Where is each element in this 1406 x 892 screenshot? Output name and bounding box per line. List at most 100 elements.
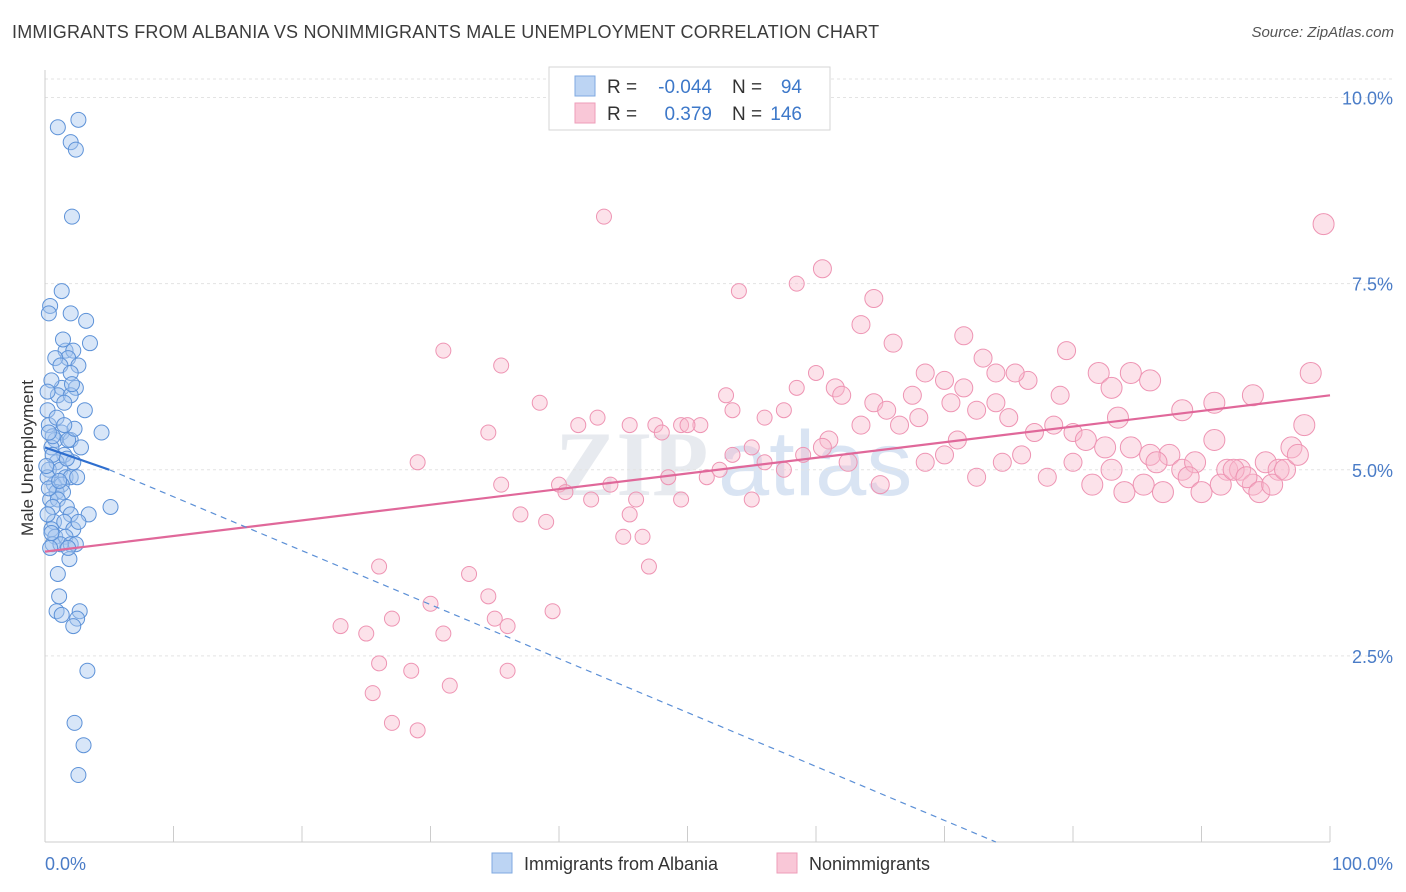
nonimmigrants-point [954,326,974,346]
albania-point [40,424,57,441]
nonimmigrants-point [1005,363,1025,383]
nonimmigrants-trend-line [44,394,1331,553]
nonimmigrants-point [1280,436,1303,459]
x-tick-label-max: 100.0% [1332,854,1393,874]
nonimmigrants-point [870,475,890,495]
nonimmigrants-point [435,342,452,359]
nonimmigrants-point [493,476,510,493]
nonimmigrants-point [724,402,741,419]
nonimmigrants-point [718,387,735,404]
nonimmigrants-point [915,363,935,383]
x-ticks [44,826,1331,842]
albania-point [42,539,59,556]
nonimmigrants-point [640,558,657,575]
nonimmigrants-point [1171,458,1194,481]
nonimmigrants-point [332,618,349,635]
albania-point [63,208,80,225]
nonimmigrants-point [1299,361,1322,384]
nonimmigrants-point [358,625,375,642]
nonimmigrants-point [941,393,961,413]
nonimmigrants-point [628,491,645,508]
nonimmigrants-point [1261,473,1284,496]
nonimmigrants-point [812,259,832,279]
nonimmigrants-point [756,409,773,426]
nonimmigrants-point [1222,458,1245,481]
nonimmigrants-point [692,417,709,434]
source-label: Source: ZipAtlas.com [1251,24,1394,41]
nonimmigrants-point [538,513,555,530]
nonimmigrants-point [493,357,510,374]
nonimmigrants-point [1139,369,1162,392]
legend-swatch-nonimmigrants [574,102,596,124]
nonimmigrants-point [653,424,670,441]
nonimmigrants-point [1100,458,1123,481]
legend-r-label-1: R = [607,77,637,98]
nonimmigrants-point [679,417,696,434]
nonimmigrants-point [1113,481,1136,504]
albania-point [39,383,56,400]
legend-box [548,66,831,131]
nonimmigrants-point [583,491,600,508]
nonimmigrants-point [832,385,852,405]
albania-point [76,402,93,419]
nonimmigrants-point [935,445,954,465]
nonimmigrants-point [570,417,587,434]
albania-point [67,141,84,158]
nonimmigrants-point [812,437,832,457]
albania-points [38,111,119,783]
y-tick-label: 5.0% [1352,461,1393,481]
nonimmigrants-point [1241,384,1264,407]
nonimmigrants-point [634,528,651,545]
nonimmigrants-point [808,364,824,381]
albania-point [102,498,119,515]
nonimmigrants-point [825,378,845,398]
albania-point [51,588,68,605]
nonimmigrants-point [1139,443,1162,466]
nonimmigrants-point [724,446,741,463]
albania-point [81,335,98,352]
gridlines [45,78,1392,657]
nonimmigrants-point [480,424,497,441]
nonimmigrants-point [621,417,638,434]
albania-point [51,472,68,489]
bottom-legend-nonimmigrants: Nonimmigrants [809,854,930,874]
albania-point [38,458,55,475]
albania-point [72,439,89,456]
albania-point [49,565,66,582]
nonimmigrants-point [902,385,922,405]
nonimmigrants-point [1081,473,1104,496]
albania-point [56,394,73,411]
legend-r-label-2: R = [607,104,637,125]
nonimmigrants-point [461,565,478,582]
nonimmigrants-point [756,454,773,471]
nonimmigrants-point [1094,436,1117,459]
legend-n-label-2: N = [732,104,762,125]
nonimmigrants-point [371,655,388,672]
nonimmigrants-point [1190,481,1213,504]
nonimmigrants-point [819,430,839,450]
albania-point [78,312,95,329]
legend-n-label-1: N = [732,77,762,98]
nonimmigrants-point [364,685,381,702]
nonimmigrants-point [1158,443,1181,466]
nonimmigrants-point [1119,361,1142,384]
nonimmigrants-point [967,467,987,487]
nonimmigrants-point [480,588,497,605]
nonimmigrants-point [383,610,400,627]
albania-point [63,376,80,393]
nonimmigrants-point [1229,458,1252,481]
nonimmigrants-point [422,595,439,612]
nonimmigrants-point [973,348,993,368]
nonimmigrants-point [915,452,935,472]
albania-point [70,513,87,530]
nonimmigrants-point [986,393,1006,413]
legend-swatch-albania [574,75,596,97]
nonimmigrants-point [992,452,1012,472]
nonimmigrants-point [1151,481,1174,504]
nonimmigrants-point [1267,458,1290,481]
nonimmigrants-point [486,610,503,627]
nonimmigrants-point [1184,451,1207,474]
nonimmigrants-point [1235,466,1258,489]
nonimmigrants-point [595,208,612,225]
